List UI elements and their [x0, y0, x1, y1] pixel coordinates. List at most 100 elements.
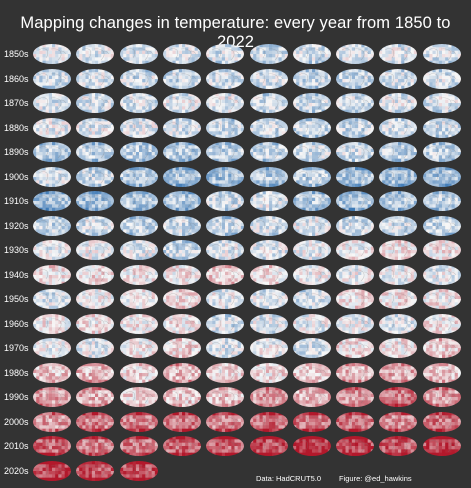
temperature-map — [76, 93, 115, 113]
map-cell — [295, 173, 300, 177]
map-cell — [451, 54, 455, 58]
map-cell — [241, 85, 245, 89]
map-cell — [67, 57, 71, 62]
map-cell — [271, 47, 276, 52]
map-cell — [58, 183, 62, 187]
map-cell — [444, 176, 449, 181]
map-cell — [324, 50, 329, 55]
map-cell — [237, 106, 242, 111]
map-cell — [342, 145, 346, 150]
map-cell — [241, 152, 245, 156]
map-cell — [45, 103, 50, 107]
map-cell — [324, 78, 329, 83]
map-cell — [432, 173, 436, 177]
map-cell — [379, 179, 383, 184]
map-cell — [138, 68, 143, 73]
map-cell — [392, 169, 396, 174]
map-cell — [234, 191, 239, 195]
map-cell — [178, 197, 183, 202]
map-cell — [392, 155, 396, 160]
map-cell — [324, 179, 329, 184]
map-cell — [435, 109, 439, 113]
map-cell — [79, 148, 84, 153]
map-cell — [45, 176, 50, 181]
map-cell — [231, 179, 236, 184]
map-cell — [67, 197, 71, 202]
map-cell — [129, 127, 133, 132]
map-cell — [218, 134, 223, 138]
map-cell — [385, 169, 390, 174]
coastline — [168, 146, 197, 159]
map-cell — [144, 158, 149, 162]
map-cell — [321, 103, 325, 107]
map-cell — [379, 85, 383, 89]
map-cell — [231, 127, 236, 132]
map-cell — [125, 93, 130, 97]
map-cell — [348, 93, 353, 97]
map-cell — [448, 106, 452, 111]
map-cell — [52, 68, 56, 73]
map-cell — [206, 96, 210, 101]
map-cell — [457, 54, 461, 58]
map-cell — [336, 106, 340, 111]
map-cell — [92, 183, 96, 187]
map-cell — [292, 124, 297, 128]
map-cell — [111, 103, 115, 107]
map-cell — [76, 169, 80, 174]
map-cell — [101, 134, 106, 138]
map-cell — [327, 155, 331, 160]
map-cell — [339, 155, 343, 160]
map-cell — [262, 197, 266, 202]
map-cell — [454, 173, 458, 177]
coastline — [82, 48, 110, 61]
map-cell — [42, 148, 47, 153]
map-cell — [259, 155, 263, 160]
map-cell — [314, 120, 319, 125]
map-cell — [351, 44, 356, 48]
map-cell — [284, 173, 288, 177]
map-cell — [318, 106, 322, 111]
map-cell — [295, 152, 300, 156]
map-cell — [407, 85, 412, 89]
map-cell — [111, 130, 115, 135]
map-cell — [392, 57, 396, 62]
map-cell — [95, 103, 99, 107]
map-cell — [342, 44, 346, 48]
map-cell — [138, 145, 143, 150]
map-cell — [314, 44, 319, 48]
map-cell — [178, 81, 183, 86]
map-cell — [181, 85, 186, 89]
map-cell — [281, 152, 285, 156]
map-cell — [225, 120, 229, 125]
map-cell — [64, 183, 69, 187]
map-cell — [327, 109, 331, 113]
map-cell — [364, 120, 369, 125]
map-cell — [274, 207, 279, 211]
map-cell — [454, 120, 458, 125]
map-cell — [197, 130, 201, 135]
map-cell — [88, 194, 93, 199]
map-cell — [58, 197, 62, 202]
map-cell — [444, 96, 449, 101]
map-cell — [135, 191, 139, 195]
map-cell — [95, 158, 99, 162]
map-cell — [132, 127, 136, 132]
map-cell — [154, 142, 158, 146]
map-cell — [67, 47, 71, 52]
map-cell — [194, 204, 199, 209]
map-cell — [194, 71, 199, 76]
map-cell — [392, 96, 396, 101]
map-cell — [162, 54, 167, 58]
map-cell — [361, 85, 365, 89]
map-cell — [401, 85, 406, 89]
map-cell — [36, 117, 40, 122]
map-cell — [314, 145, 319, 150]
map-cell — [104, 207, 109, 211]
map-cell — [262, 78, 266, 83]
map-cell — [237, 75, 242, 79]
coastline — [38, 170, 67, 183]
map-cell — [197, 106, 201, 111]
coastline — [298, 170, 327, 183]
temperature-map — [249, 166, 288, 187]
map-cell — [355, 75, 359, 79]
